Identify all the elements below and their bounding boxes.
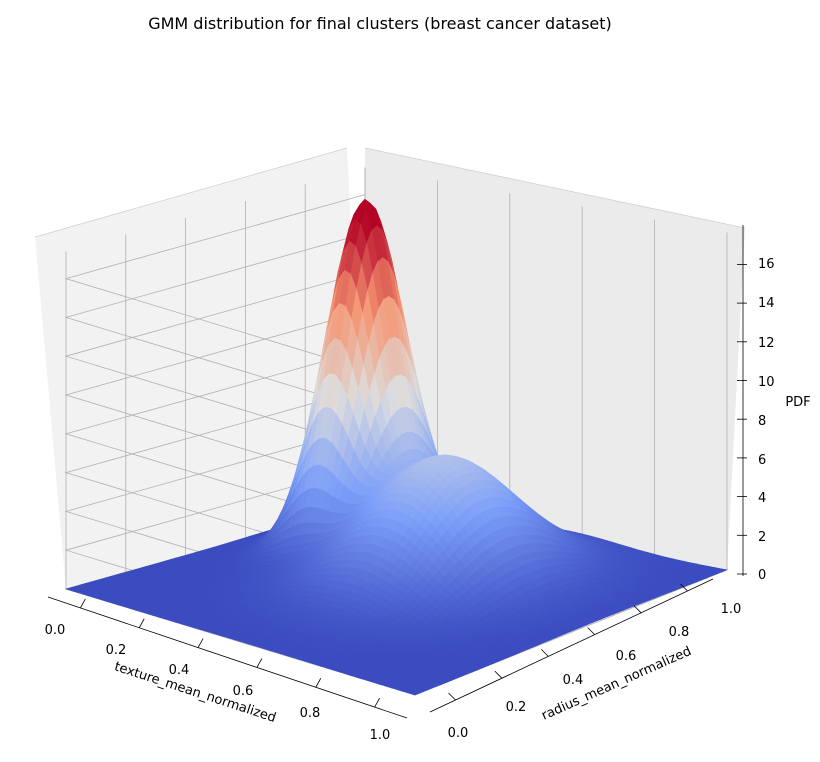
z-tick-label: 4 bbox=[758, 491, 766, 506]
y-tick bbox=[494, 670, 503, 679]
x-tick bbox=[197, 638, 204, 648]
surface-patch bbox=[408, 690, 422, 696]
y-tick-label: 1.0 bbox=[721, 602, 742, 617]
y-tick bbox=[587, 627, 595, 635]
x-tick bbox=[138, 618, 145, 628]
y-tick bbox=[541, 649, 549, 657]
x-tick-label: 0.0 bbox=[45, 623, 66, 638]
x-tick bbox=[256, 658, 263, 668]
x-tick-label: 0.2 bbox=[106, 643, 127, 658]
z-tick-label: 14 bbox=[758, 296, 775, 311]
y-tick bbox=[633, 605, 642, 614]
top-back-edge bbox=[364, 147, 746, 229]
x-tick bbox=[374, 697, 380, 708]
y-tick-label: 0.6 bbox=[616, 649, 637, 664]
x-tick-label: 0.6 bbox=[233, 684, 254, 699]
z-tick-label: 10 bbox=[758, 375, 775, 390]
y-tick-label: 0.8 bbox=[669, 625, 690, 640]
x-axis-line bbox=[47, 596, 408, 719]
top-left-edge bbox=[34, 147, 348, 238]
y-tick bbox=[448, 692, 456, 701]
left-pane bbox=[35, 148, 365, 589]
z-tick-label: 6 bbox=[758, 453, 766, 468]
x-tick bbox=[80, 598, 86, 609]
x-tick-label: 0.8 bbox=[300, 706, 321, 721]
z-tick-label: 12 bbox=[758, 336, 775, 351]
y-axis-line bbox=[429, 578, 714, 713]
z-tick-label: 0 bbox=[758, 568, 766, 583]
z-tick-label: 2 bbox=[758, 530, 766, 545]
x-tick-label: 0.4 bbox=[169, 663, 190, 678]
y-tick-label: 0.2 bbox=[506, 700, 527, 715]
x-tick-label: 1.0 bbox=[370, 728, 391, 743]
x-tick bbox=[315, 678, 322, 688]
axis-ticks bbox=[80, 263, 747, 708]
grid-line bbox=[64, 194, 416, 385]
z-tick-label: 16 bbox=[758, 257, 775, 272]
z-axis-label: PDF bbox=[785, 395, 810, 410]
y-tick-label: 0.0 bbox=[448, 726, 469, 741]
grid-line bbox=[64, 271, 416, 463]
y-tick bbox=[680, 583, 688, 592]
y-tick-label: 0.4 bbox=[563, 673, 584, 688]
z-tick-label: 8 bbox=[758, 414, 766, 429]
chart-title: GMM distribution for final clusters (bre… bbox=[148, 14, 612, 33]
grid-line bbox=[64, 233, 416, 424]
surface bbox=[64, 198, 729, 696]
